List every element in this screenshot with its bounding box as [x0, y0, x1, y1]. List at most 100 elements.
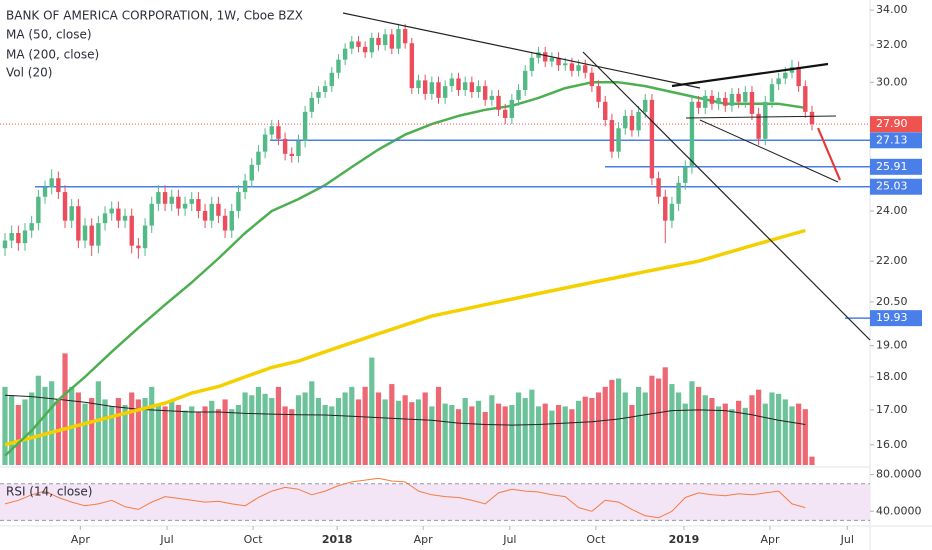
volume-bar: [215, 409, 222, 465]
volume-bar: [689, 381, 695, 465]
y-tick-label: 16.00: [876, 438, 908, 451]
candle-body: [22, 230, 28, 244]
candle-body: [643, 99, 648, 112]
volume-bar: [409, 402, 415, 465]
y-tick-label: 34.00: [876, 3, 908, 16]
volume-bar: [275, 386, 282, 465]
indicator-label: MA (200, close): [6, 48, 99, 62]
volume-bar: [729, 409, 735, 465]
y-tick-label: 19.00: [876, 339, 908, 352]
volume-bar: [535, 406, 542, 465]
candle-body: [342, 48, 348, 60]
candle-body: [162, 192, 168, 204]
volume-bar: [415, 399, 422, 465]
x-tick-label: Apr: [414, 533, 434, 546]
candle-body: [422, 80, 428, 94]
candle-body: [669, 203, 675, 221]
candle-body: [402, 29, 408, 44]
volume-bar: [402, 395, 408, 465]
candle-body: [543, 52, 548, 62]
candle-body: [769, 84, 775, 102]
candle-body: [776, 78, 781, 85]
x-tick-label: Oct: [244, 533, 264, 546]
x-tick-label: Jul: [159, 533, 173, 546]
volume-bar: [575, 400, 582, 465]
volume-bar: [182, 410, 188, 465]
volume-bar: [375, 392, 382, 465]
y-tick-label: 22.00: [876, 254, 908, 267]
volume-bar: [95, 381, 101, 465]
volume-bar: [529, 389, 535, 465]
volume-bar: [122, 405, 128, 465]
level-tag-bg: [870, 310, 922, 327]
volume-bar: [129, 392, 135, 465]
candle-body: [796, 67, 801, 87]
candle-body: [16, 233, 21, 244]
level-tag: 27.13: [876, 133, 908, 146]
volume-bar: [269, 398, 275, 465]
candle-body: [249, 164, 254, 181]
candle-body: [783, 72, 788, 79]
candle-body: [96, 223, 101, 246]
volume-bar: [675, 392, 682, 465]
candle-body: [376, 37, 381, 46]
candle-body: [122, 215, 128, 221]
volume-bar: [229, 409, 235, 465]
volume-bar: [349, 386, 355, 465]
candle-body: [689, 101, 695, 168]
candle-body: [683, 167, 688, 183]
volume-bar: [115, 398, 121, 465]
x-tick-label: 2019: [669, 533, 700, 546]
candle-body: [329, 72, 334, 87]
volume-bar: [62, 353, 68, 465]
level-tag-bg: [870, 132, 922, 149]
candle-body: [142, 225, 148, 249]
volume-bar: [696, 386, 702, 465]
candle-body: [282, 138, 288, 154]
volume-bar: [622, 392, 628, 465]
ma50-line: [4, 81, 806, 457]
volume-bar: [295, 395, 302, 465]
volume-bar: [615, 378, 622, 465]
volume-bar: [762, 403, 768, 465]
volume-bar: [395, 400, 402, 465]
rsi-label: RSI (14, close): [6, 485, 92, 499]
volume-bar: [489, 395, 495, 465]
y-tick-label: 17.00: [876, 403, 908, 416]
level-tag-bg: [870, 178, 922, 195]
candle-body: [756, 113, 761, 139]
volume-bar: [515, 392, 522, 465]
volume-bar: [342, 392, 348, 465]
candle-body: [716, 97, 721, 104]
candle-body: [382, 34, 388, 46]
candle-body: [109, 208, 114, 214]
volume-bar: [442, 403, 448, 465]
volume-bar: [502, 406, 508, 465]
candle-body: [476, 86, 481, 92]
volume-bar: [42, 386, 48, 465]
candle-body: [349, 41, 355, 49]
candle-body: [529, 57, 535, 71]
candle-body: [269, 126, 274, 135]
candle-body: [69, 206, 74, 221]
volume-bar: [482, 411, 488, 465]
last-price-tag-bg: [870, 116, 922, 133]
candle-body: [156, 192, 161, 204]
volume-bar: [249, 395, 255, 465]
drawings: [342, 12, 871, 341]
candle-body: [743, 91, 748, 102]
volume-bar: [329, 406, 335, 465]
volume-bar: [549, 410, 555, 465]
volume-bar: [135, 399, 141, 465]
volume-bar: [589, 398, 595, 465]
volume-bar: [522, 398, 528, 465]
volume-bar: [635, 386, 642, 465]
volume-bar: [222, 399, 228, 465]
candle-body: [36, 196, 41, 224]
candle-body: [409, 43, 415, 89]
candle-body: [663, 196, 668, 221]
volume-bar: [455, 409, 462, 465]
volume-bar: [315, 398, 322, 465]
trendline: [685, 115, 837, 119]
candle-body: [482, 86, 488, 100]
